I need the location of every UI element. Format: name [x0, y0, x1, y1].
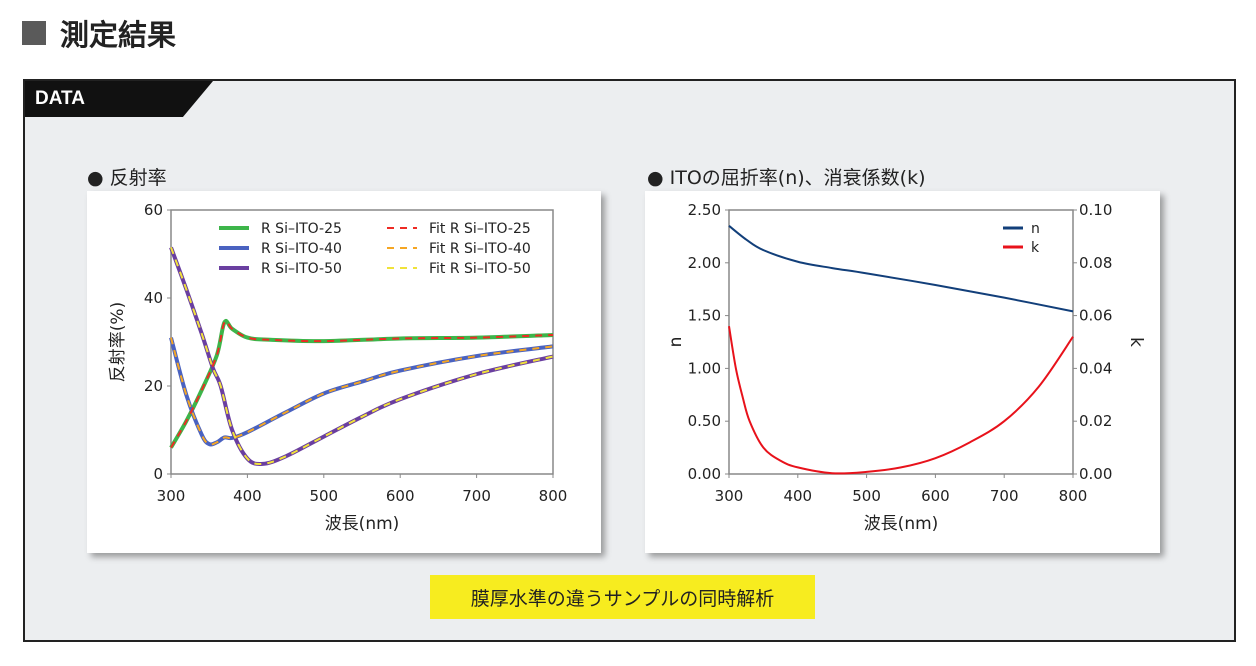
- y2-tick-label: 0.08: [1079, 254, 1112, 272]
- y2-tick-label: 0.04: [1079, 359, 1112, 377]
- x-tick-label: 600: [921, 487, 950, 505]
- y-tick-label: 1.00: [688, 359, 721, 377]
- chart-title-reflectance: ● 反射率: [87, 167, 167, 189]
- legend-label: R Si–ITO-50: [261, 261, 342, 277]
- y-axis-label: n: [666, 337, 686, 348]
- legend-label: k: [1031, 240, 1040, 256]
- series-line-4: [170, 320, 554, 449]
- legend-label: Fit R Si–ITO-40: [429, 241, 531, 257]
- x-tick-label: 600: [386, 487, 415, 505]
- x-tick-label: 400: [783, 487, 812, 505]
- y2-axis-label: k: [1126, 337, 1146, 347]
- reflectance-chart: 300 400 500 600 700 800 0 20 40 60 波長(nm) 反射率(%) R S…: [87, 191, 601, 553]
- y-tick-label: 0.00: [688, 465, 721, 483]
- data-tab-label: DATA: [35, 88, 85, 109]
- y-tick-label: 1.50: [688, 307, 721, 325]
- x-tick-label: 300: [715, 487, 744, 505]
- series-line-1: [728, 225, 1074, 313]
- y-tick-label: 40: [144, 289, 163, 307]
- y-tick-label: 2.00: [688, 254, 721, 272]
- y-axis-label: 反射率(%): [108, 302, 128, 382]
- x-axis-label: 波長(nm): [864, 514, 939, 534]
- x-tick-label: 500: [309, 487, 338, 505]
- y-tick-label: 20: [144, 377, 163, 395]
- y2-tick-label: 0.10: [1079, 201, 1112, 219]
- data-panel: DATA ● 反射率 ● ITOの屈折率(n)、消衰係数(k) 300 400 50…: [23, 79, 1236, 642]
- x-tick-label: 400: [233, 487, 262, 505]
- legend-label: Fit R Si–ITO-50: [429, 261, 531, 277]
- y-tick-label: 60: [144, 201, 163, 219]
- y2-tick-label: 0.02: [1079, 412, 1112, 430]
- y-tick-label: 2.50: [688, 201, 721, 219]
- series-line-6: [170, 247, 554, 466]
- data-tab: DATA: [25, 81, 213, 117]
- x-tick-label: 800: [539, 487, 568, 505]
- x-tick-label: 500: [852, 487, 881, 505]
- x-tick-label: 300: [157, 487, 186, 505]
- y2-tick-label: 0.00: [1079, 465, 1112, 483]
- legend-label: n: [1031, 221, 1040, 237]
- legend-label: Fit R Si–ITO-25: [429, 221, 531, 237]
- series-line-1: [169, 319, 554, 449]
- y2-tick-label: 0.06: [1079, 307, 1112, 325]
- plot-area: [728, 209, 1074, 475]
- section-header: 測定結果: [22, 12, 176, 54]
- x-axis-label: 波長(nm): [325, 514, 400, 534]
- y-tick-label: 0.50: [688, 412, 721, 430]
- series-line-2: [728, 325, 1074, 475]
- series-line-3: [169, 246, 554, 467]
- legend-label: R Si–ITO-25: [261, 221, 342, 237]
- x-tick-label: 700: [462, 487, 491, 505]
- nk-chart: 300 400 500 600 700 800 0.00 0.50 1.00 1.50 2.00 2.…: [645, 191, 1160, 553]
- caption-box: 膜厚水準の違うサンプルの同時解析: [430, 575, 815, 619]
- chart-title-nk: ● ITOの屈折率(n)、消衰係数(k): [647, 167, 926, 189]
- x-tick-label: 700: [990, 487, 1019, 505]
- x-tick-label: 800: [1059, 487, 1088, 505]
- series-line-5: [170, 337, 554, 446]
- legend-label: R Si–ITO-40: [261, 241, 342, 257]
- section-title: 測定結果: [60, 18, 177, 52]
- y-tick-label: 0: [153, 465, 163, 483]
- square-icon: [22, 21, 46, 45]
